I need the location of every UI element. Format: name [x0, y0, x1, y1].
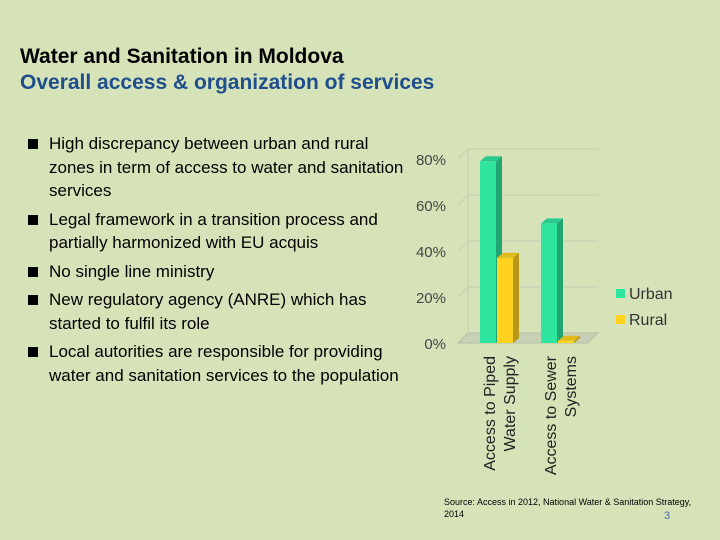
bullet-item: Local autorities are responsible for pro…	[24, 340, 404, 387]
bullet-text: No single line ministry	[49, 261, 215, 281]
gridline-depth	[457, 286, 469, 298]
bullet-text: New regulatory agency (ANRE) which has s…	[49, 290, 367, 333]
bar-side	[574, 335, 580, 343]
x-tick-label: Access to Piped	[482, 356, 499, 471]
y-tick-label: 60%	[416, 198, 446, 215]
bullet-text: High discrepancy between urban and rural…	[49, 134, 404, 200]
square-bullet-icon	[28, 214, 38, 225]
x-tick-label: Systems	[563, 356, 580, 417]
legend-swatch	[616, 315, 625, 324]
slide-title-block: Water and Sanitation in Moldova Overall …	[20, 44, 710, 96]
gridline-depth	[457, 240, 469, 252]
bar-rural	[497, 257, 513, 343]
bar-top	[480, 156, 502, 162]
page-number: 3	[664, 510, 671, 522]
bar-top	[497, 252, 519, 258]
y-tick-label: 40%	[416, 244, 446, 261]
bullet-text: Local autorities are responsible for pro…	[49, 342, 399, 385]
slide-title: Water and Sanitation in Moldova	[20, 45, 344, 68]
bar-side	[513, 252, 519, 343]
access-bar-chart: 0% 20% 40% 60% 80% Access to Piped Water Suppl…	[408, 138, 720, 498]
bar-rural	[558, 340, 574, 343]
bullet-item: High discrepancy between urban and rural…	[24, 132, 404, 203]
bullet-list: High discrepancy between urban and rural…	[24, 132, 404, 392]
source-note: Source: Access in 2012, National Water &…	[444, 497, 692, 519]
legend-label: Rural	[629, 312, 667, 329]
y-tick-label: 0%	[424, 336, 446, 353]
square-bullet-icon	[28, 266, 38, 277]
gridline-depth	[457, 148, 469, 160]
x-tick-label: Access to Sewer	[543, 355, 560, 475]
gridline-depth	[457, 194, 469, 206]
x-tick-label: Water Supply	[502, 356, 519, 451]
legend-swatch	[616, 289, 625, 298]
chart-canvas: 0% 20% 40% 60% 80% Access to Piped Water Suppl…	[416, 148, 673, 475]
bar-urban	[541, 223, 557, 343]
slide-subtitle: Overall access & organization of service…	[20, 71, 435, 94]
square-bullet-icon	[28, 139, 38, 149]
bullet-item: Legal framework in a transition process …	[24, 208, 404, 255]
bar-top	[558, 335, 580, 341]
bar-urban	[480, 161, 496, 343]
bullet-text: Legal framework in a transition process …	[49, 209, 378, 253]
square-bullet-icon	[28, 295, 38, 305]
y-tick-label: 80%	[416, 152, 446, 169]
legend-label: Urban	[629, 286, 673, 303]
y-tick-label: 20%	[416, 290, 446, 307]
bullet-item: No single line ministry	[24, 260, 404, 284]
bullet-item: New regulatory agency (ANRE) which has s…	[24, 288, 404, 335]
bar-top	[541, 218, 563, 224]
square-bullet-icon	[28, 347, 38, 357]
bar-side	[557, 218, 563, 343]
